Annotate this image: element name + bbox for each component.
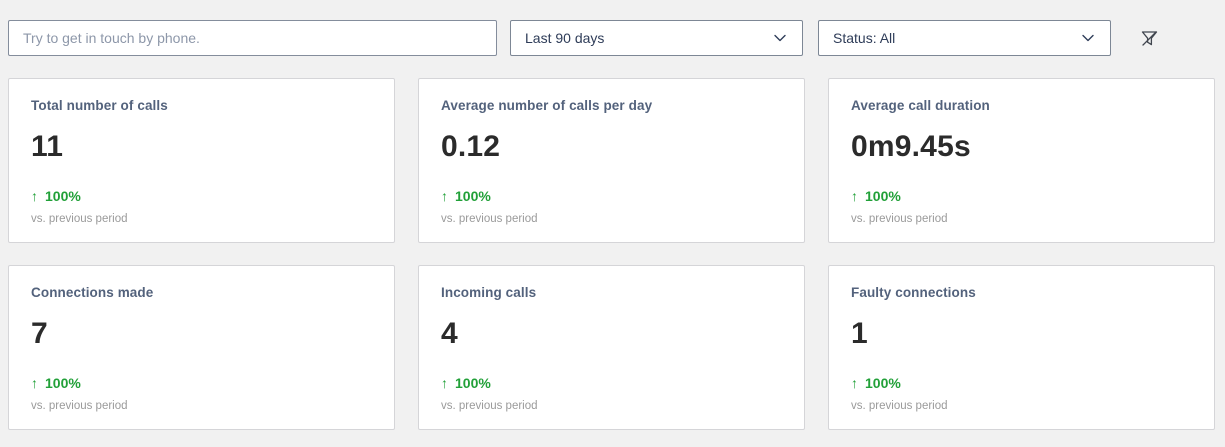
stat-card-caption: vs. previous period xyxy=(441,400,538,412)
stat-card-delta: ↑ 100% xyxy=(31,375,372,391)
stat-card-value: 1 xyxy=(851,317,868,350)
date-range-value: Last 90 days xyxy=(525,30,605,46)
arrow-up-icon: ↑ xyxy=(441,375,448,391)
arrow-up-icon: ↑ xyxy=(851,188,858,204)
stat-card-delta: ↑ 100% xyxy=(441,188,782,204)
stat-card-delta-value: 100% xyxy=(455,188,491,204)
stat-card-title: Average number of calls per day xyxy=(441,98,653,113)
chevron-down-icon xyxy=(1080,30,1096,46)
stat-card-delta: ↑ 100% xyxy=(31,188,372,204)
stat-card-delta-value: 100% xyxy=(455,375,491,391)
stat-card: Incoming calls 4 ↑ 100% vs. previous per… xyxy=(418,265,805,430)
arrow-up-icon: ↑ xyxy=(31,375,38,391)
stat-card-caption: vs. previous period xyxy=(851,213,948,225)
arrow-up-icon: ↑ xyxy=(31,188,38,204)
stat-card-title: Connections made xyxy=(31,285,154,300)
stat-card: Connections made 7 ↑ 100% vs. previous p… xyxy=(8,265,395,430)
clear-filters-button[interactable] xyxy=(1131,20,1167,56)
stat-card: Faulty connections 1 ↑ 100% vs. previous… xyxy=(828,265,1215,430)
stat-card-value: 0m9.45s xyxy=(851,130,971,163)
stat-card-value: 0.12 xyxy=(441,130,501,163)
stat-card-delta-value: 100% xyxy=(865,375,901,391)
stat-card-title: Faulty connections xyxy=(851,285,976,300)
chevron-down-icon xyxy=(772,30,788,46)
arrow-up-icon: ↑ xyxy=(851,375,858,391)
stat-card: Average call duration 0m9.45s ↑ 100% vs.… xyxy=(828,78,1215,243)
arrow-up-icon: ↑ xyxy=(441,188,448,204)
stat-card-title: Average call duration xyxy=(851,98,990,113)
status-filter-value: Status: All xyxy=(833,30,896,46)
stat-card-value: 11 xyxy=(31,130,64,163)
stat-card-delta-value: 100% xyxy=(45,188,81,204)
stat-card-title: Total number of calls xyxy=(31,98,168,113)
stat-card-title: Incoming calls xyxy=(441,285,537,300)
stat-card-caption: vs. previous period xyxy=(851,400,948,412)
filters-toolbar: Last 90 days Status: All xyxy=(8,20,1215,56)
stat-card-value: 7 xyxy=(31,317,48,350)
stat-card-delta-value: 100% xyxy=(865,188,901,204)
stats-grid: Total number of calls 11 ↑ 100% vs. prev… xyxy=(8,78,1215,430)
stat-card-delta: ↑ 100% xyxy=(851,375,1192,391)
stat-card-delta-value: 100% xyxy=(45,375,81,391)
stat-card-caption: vs. previous period xyxy=(441,213,538,225)
status-filter-dropdown[interactable]: Status: All xyxy=(818,20,1111,56)
filter-off-icon xyxy=(1140,29,1159,48)
stat-card: Average number of calls per day 0.12 ↑ 1… xyxy=(418,78,805,243)
stat-card-value: 4 xyxy=(441,317,458,350)
stat-card-delta: ↑ 100% xyxy=(441,375,782,391)
date-range-dropdown[interactable]: Last 90 days xyxy=(510,20,803,56)
stat-card-caption: vs. previous period xyxy=(31,213,128,225)
search-input[interactable] xyxy=(8,20,497,56)
stat-card: Total number of calls 11 ↑ 100% vs. prev… xyxy=(8,78,395,243)
stat-card-delta: ↑ 100% xyxy=(851,188,1192,204)
stat-card-caption: vs. previous period xyxy=(31,400,128,412)
